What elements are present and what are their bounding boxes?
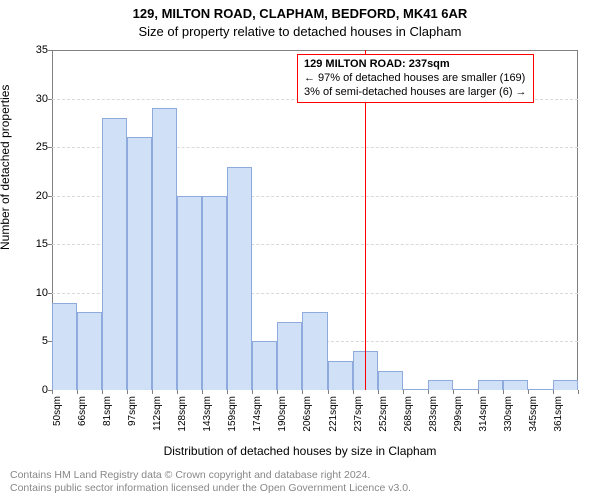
x-tick-mark [227,390,228,394]
y-axis-label: Number of detached properties [0,85,12,250]
y-tick-label: 15 [8,238,48,250]
x-tick-mark [503,390,504,394]
x-tick-label: 81sqm [102,396,113,444]
y-tick-label: 30 [8,93,48,105]
x-tick-label: 66sqm [77,396,88,444]
x-tick-label: 330sqm [503,396,514,444]
x-tick-label: 361sqm [553,396,564,444]
histogram-bar [77,312,102,390]
histogram-bar [277,322,302,390]
y-tick-label: 10 [8,287,48,299]
x-tick-mark [453,390,454,394]
x-tick-mark [102,390,103,394]
plot-area: 129 MILTON ROAD: 237sqm← 97% of detached… [52,50,578,390]
histogram-bar [478,380,503,390]
x-tick-mark [52,390,53,394]
annotation-line-1: 129 MILTON ROAD: 237sqm [304,58,527,72]
y-tick-label: 25 [8,141,48,153]
histogram-bar [553,380,578,390]
histogram-bar [177,196,202,390]
x-axis-label: Distribution of detached houses by size … [0,444,600,458]
x-tick-label: 252sqm [378,396,389,444]
x-tick-mark [478,390,479,394]
x-tick-mark [302,390,303,394]
y-tick-label: 35 [8,44,48,56]
x-tick-mark [578,390,579,394]
x-tick-mark [277,390,278,394]
histogram-bar [227,167,252,390]
x-tick-mark [528,390,529,394]
histogram-bar [528,389,553,390]
footer-line-1: Contains HM Land Registry data © Crown c… [10,469,411,483]
x-tick-label: 314sqm [478,396,489,444]
footer-line-2: Contains public sector information licen… [10,482,411,496]
x-tick-mark [378,390,379,394]
annotation-line-2: ← 97% of detached houses are smaller (16… [304,72,527,86]
x-tick-mark [328,390,329,394]
x-tick-label: 206sqm [302,396,313,444]
annotation-line-3: 3% of semi-detached houses are larger (6… [304,86,527,100]
chart-container: 129, MILTON ROAD, CLAPHAM, BEDFORD, MK41… [0,0,600,500]
y-tick-mark [48,147,52,148]
x-tick-label: 112sqm [152,396,163,444]
axis-top [52,50,578,51]
chart-title-sub: Size of property relative to detached ho… [0,24,600,39]
histogram-bar [102,118,127,390]
histogram-bar [127,137,152,390]
footer-attribution: Contains HM Land Registry data © Crown c… [10,469,411,496]
x-tick-mark [152,390,153,394]
x-tick-label: 190sqm [277,396,288,444]
chart-title-main: 129, MILTON ROAD, CLAPHAM, BEDFORD, MK41… [0,6,600,21]
histogram-bar [453,389,478,390]
x-tick-label: 345sqm [528,396,539,444]
histogram-bar [202,196,227,390]
x-tick-mark [177,390,178,394]
x-tick-label: 268sqm [403,396,414,444]
x-tick-label: 50sqm [52,396,63,444]
x-tick-mark [252,390,253,394]
histogram-bar [328,361,353,390]
x-tick-label: 128sqm [177,396,188,444]
x-tick-label: 97sqm [127,396,138,444]
histogram-bar [152,108,177,390]
y-tick-label: 0 [8,384,48,396]
x-tick-mark [77,390,78,394]
y-tick-mark [48,293,52,294]
x-tick-mark [553,390,554,394]
histogram-bar [52,303,77,390]
histogram-bar [503,380,528,390]
histogram-bar [302,312,327,390]
x-tick-label: 283sqm [428,396,439,444]
y-tick-mark [48,99,52,100]
y-tick-label: 5 [8,335,48,347]
x-tick-label: 174sqm [252,396,263,444]
x-tick-label: 221sqm [328,396,339,444]
histogram-bar [428,380,453,390]
histogram-bar [403,389,428,390]
x-tick-mark [127,390,128,394]
axis-right [577,50,578,390]
x-tick-label: 237sqm [353,396,364,444]
marker-annotation: 129 MILTON ROAD: 237sqm← 97% of detached… [297,54,534,103]
x-tick-label: 143sqm [202,396,213,444]
x-tick-label: 299sqm [453,396,464,444]
x-tick-mark [202,390,203,394]
histogram-bar [252,341,277,390]
x-tick-mark [428,390,429,394]
y-tick-mark [48,50,52,51]
y-tick-mark [48,244,52,245]
x-tick-mark [403,390,404,394]
histogram-bar [378,371,403,390]
y-tick-mark [48,196,52,197]
x-tick-label: 159sqm [227,396,238,444]
x-tick-mark [353,390,354,394]
y-tick-label: 20 [8,190,48,202]
